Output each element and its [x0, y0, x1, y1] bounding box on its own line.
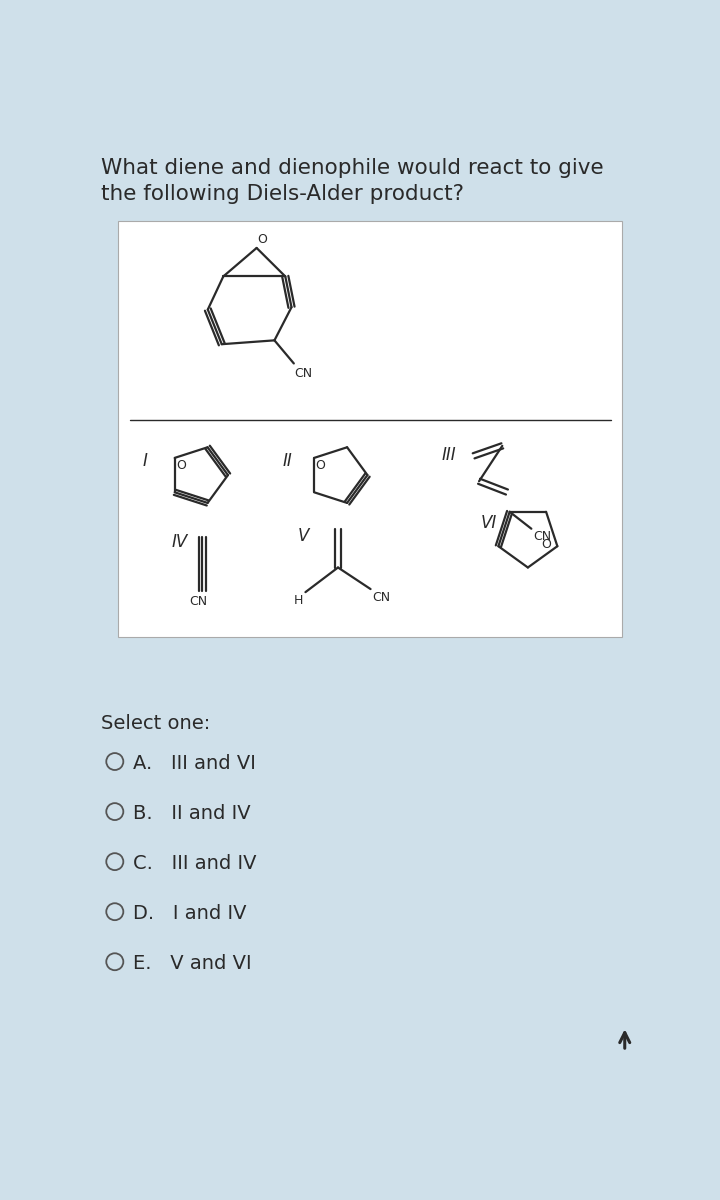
Text: D.   I and IV: D. I and IV [133, 904, 247, 923]
Text: H: H [294, 594, 303, 607]
FancyBboxPatch shape [118, 221, 621, 637]
Text: IV: IV [171, 533, 188, 551]
Text: CN: CN [372, 590, 390, 604]
Text: III: III [441, 446, 456, 464]
Text: VI: VI [481, 514, 497, 532]
Text: What diene and dienophile would react to give: What diene and dienophile would react to… [101, 158, 603, 178]
Text: CN: CN [189, 595, 207, 608]
Text: CN: CN [294, 366, 312, 379]
Text: O: O [258, 234, 267, 246]
Text: II: II [282, 452, 292, 470]
Text: I: I [143, 452, 148, 470]
Text: B.   II and IV: B. II and IV [133, 804, 251, 823]
Text: Select one:: Select one: [101, 714, 210, 733]
Text: the following Diels-Alder product?: the following Diels-Alder product? [101, 184, 464, 204]
Text: O: O [176, 460, 186, 473]
Text: CN: CN [533, 530, 551, 544]
Text: O: O [541, 538, 551, 551]
Text: V: V [297, 528, 309, 546]
Text: E.   V and VI: E. V and VI [133, 954, 252, 973]
Text: C.   III and IV: C. III and IV [133, 854, 257, 872]
Text: A.   III and VI: A. III and VI [133, 754, 256, 773]
Text: O: O [316, 460, 325, 473]
